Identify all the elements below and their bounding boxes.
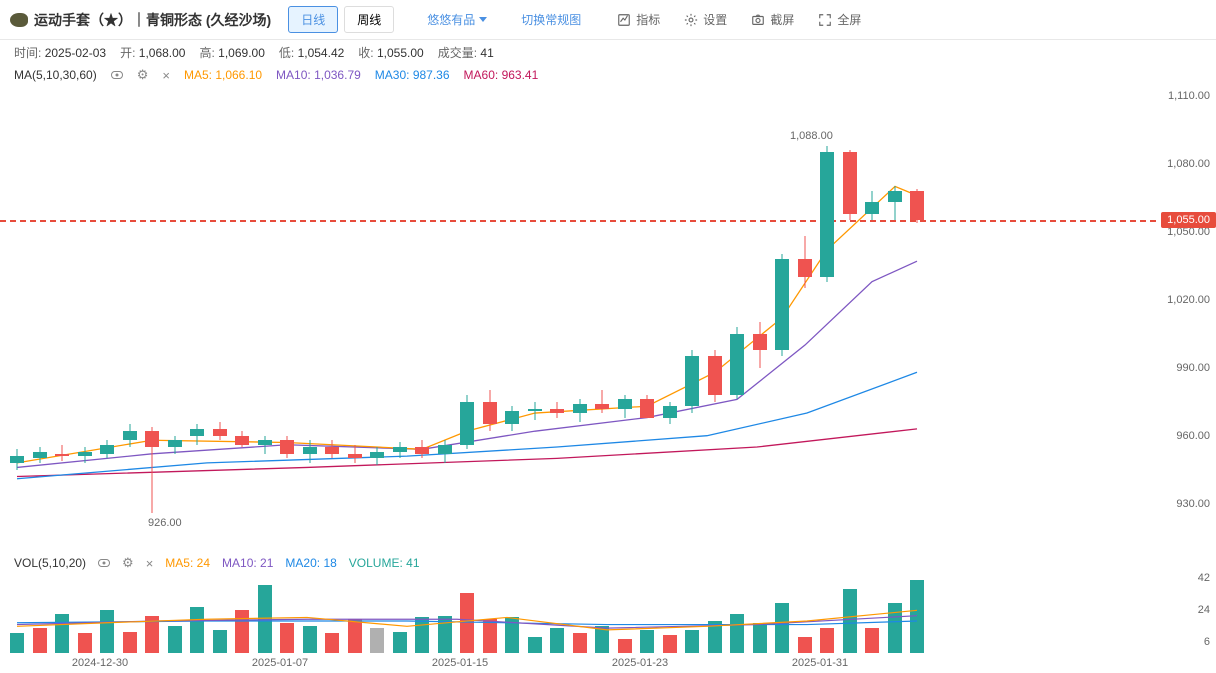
indicator-button[interactable]: 指标 bbox=[607, 7, 670, 32]
switch-view-link[interactable]: 切换常规图 bbox=[513, 7, 589, 32]
vol-ma20-legend: MA20: 18 bbox=[285, 556, 336, 570]
volume-bar[interactable] bbox=[573, 633, 587, 653]
screenshot-button[interactable]: 截屏 bbox=[741, 7, 804, 32]
gear-icon bbox=[684, 13, 698, 27]
info-open: 1,068.00 bbox=[139, 46, 186, 60]
volume-bar[interactable] bbox=[753, 623, 767, 653]
title-block: 运动手套（★）｜青铜形态 (久经沙场) bbox=[10, 10, 271, 30]
volume-bar[interactable] bbox=[168, 626, 182, 653]
page-title: 运动手套（★）｜青铜形态 (久经沙场) bbox=[34, 10, 271, 30]
volume-bar[interactable] bbox=[798, 637, 812, 653]
info-low: 1,054.42 bbox=[298, 46, 345, 60]
vol-settings-icon[interactable]: ⚙ bbox=[122, 555, 134, 571]
volume-bar[interactable] bbox=[280, 623, 294, 653]
volume-bar[interactable] bbox=[775, 603, 789, 653]
volume-bar[interactable] bbox=[640, 630, 654, 653]
source-label: 悠悠有品 bbox=[427, 11, 475, 28]
volume-bar[interactable] bbox=[528, 637, 542, 653]
chevron-down-icon bbox=[479, 17, 487, 22]
volume-bar[interactable] bbox=[55, 614, 69, 653]
ma-close-icon[interactable]: × bbox=[162, 68, 170, 83]
source-dropdown[interactable]: 悠悠有品 bbox=[419, 7, 495, 32]
info-time: 2025-02-03 bbox=[45, 46, 106, 60]
fullscreen-button[interactable]: 全屏 bbox=[808, 7, 871, 32]
volume-bar[interactable] bbox=[10, 633, 24, 653]
tab-weekly[interactable]: 周线 bbox=[344, 6, 394, 33]
camera-icon bbox=[751, 13, 765, 27]
volume-bar[interactable] bbox=[348, 619, 362, 653]
volume-bar[interactable] bbox=[415, 617, 429, 653]
volume-bar[interactable] bbox=[78, 633, 92, 653]
volume-bar[interactable] bbox=[235, 610, 249, 653]
vol-ma5-legend: MA5: 24 bbox=[165, 556, 210, 570]
volume-bar[interactable] bbox=[505, 617, 519, 653]
y-axis: 930.00960.00990.001,020.001,050.001,080.… bbox=[1156, 89, 1216, 549]
ma60-legend: MA60: 963.41 bbox=[464, 68, 539, 82]
volume-bar[interactable] bbox=[843, 589, 857, 653]
info-volume: 41 bbox=[480, 46, 493, 60]
volume-bar[interactable] bbox=[595, 626, 609, 653]
volume-bar[interactable] bbox=[123, 632, 137, 653]
glove-icon bbox=[10, 13, 28, 27]
volume-bar[interactable] bbox=[910, 580, 924, 653]
volume-bar[interactable] bbox=[325, 633, 339, 653]
volume-bar[interactable] bbox=[888, 603, 902, 653]
fullscreen-icon bbox=[818, 13, 832, 27]
ma-legend: MA(5,10,30,60) ⚙ × MA5: 1,066.10 MA10: 1… bbox=[0, 65, 1216, 89]
tab-daily[interactable]: 日线 bbox=[288, 6, 338, 33]
eye-icon[interactable] bbox=[98, 559, 110, 567]
ma-label: MA(5,10,30,60) bbox=[14, 68, 97, 82]
settings-button[interactable]: 设置 bbox=[674, 7, 737, 32]
vol-value-legend: VOLUME: 41 bbox=[349, 556, 420, 570]
info-high: 1,069.00 bbox=[218, 46, 265, 60]
volume-chart[interactable]: VOL(5,10,20) ⚙ × MA5: 24 MA10: 21 MA20: … bbox=[0, 553, 1216, 653]
volume-bar[interactable] bbox=[190, 607, 204, 653]
ma30-legend: MA30: 987.36 bbox=[375, 68, 450, 82]
volume-bar[interactable] bbox=[730, 614, 744, 653]
volume-bar[interactable] bbox=[100, 610, 114, 653]
vol-ma10-legend: MA10: 21 bbox=[222, 556, 273, 570]
ma-settings-icon[interactable]: ⚙ bbox=[137, 67, 149, 83]
volume-y-axis: 62442 bbox=[1156, 573, 1216, 653]
x-axis: 2024-12-302025-01-072025-01-152025-01-23… bbox=[0, 653, 1156, 673]
volume-bar[interactable] bbox=[145, 616, 159, 653]
eye-icon[interactable] bbox=[111, 71, 123, 79]
info-close: 1,055.00 bbox=[377, 46, 424, 60]
volume-bar[interactable] bbox=[393, 632, 407, 653]
price-chart[interactable]: 1,088.00926.00 930.00960.00990.001,020.0… bbox=[0, 89, 1216, 549]
ohlc-info: 时间: 2025-02-03 开: 1,068.00 高: 1,069.00 低… bbox=[0, 40, 1216, 65]
volume-bar[interactable] bbox=[708, 621, 722, 653]
volume-bar[interactable] bbox=[213, 630, 227, 653]
volume-bar[interactable] bbox=[663, 635, 677, 653]
volume-legend: VOL(5,10,20) ⚙ × MA5: 24 MA10: 21 MA20: … bbox=[0, 553, 1216, 573]
ma10-legend: MA10: 1,036.79 bbox=[276, 68, 361, 82]
current-price-line bbox=[0, 220, 1156, 222]
volume-bar[interactable] bbox=[258, 585, 272, 653]
volume-bar[interactable] bbox=[438, 616, 452, 653]
volume-bar[interactable] bbox=[303, 626, 317, 653]
volume-bar[interactable] bbox=[460, 593, 474, 653]
volume-bar[interactable] bbox=[483, 619, 497, 653]
volume-bar[interactable] bbox=[685, 630, 699, 653]
ma5-legend: MA5: 1,066.10 bbox=[184, 68, 262, 82]
vol-close-icon[interactable]: × bbox=[146, 556, 154, 571]
indicator-icon bbox=[617, 13, 631, 27]
toolbar: 运动手套（★）｜青铜形态 (久经沙场) 日线 周线 悠悠有品 切换常规图 指标 … bbox=[0, 0, 1216, 40]
